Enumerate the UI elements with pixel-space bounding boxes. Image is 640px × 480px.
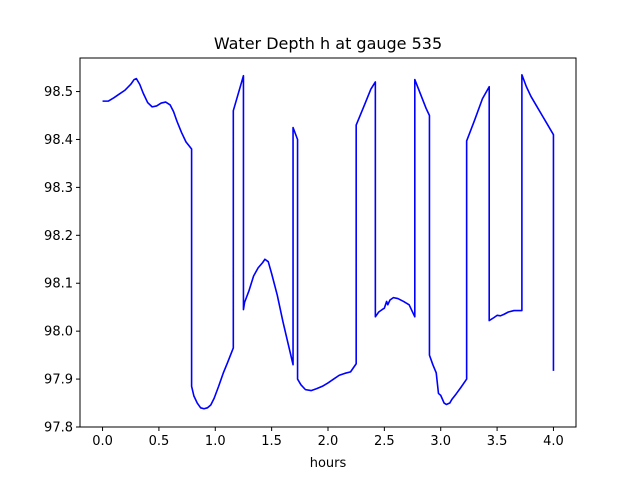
chart-title: Water Depth h at gauge 535 — [214, 34, 442, 53]
y-tick-label: 98.1 — [44, 277, 73, 292]
y-tick-label: 98.3 — [44, 181, 73, 196]
x-axis-label: hours — [310, 456, 347, 471]
x-tick-label: 0.0 — [92, 434, 113, 449]
y-axis: 97.8 97.9 98.0 98.1 98.2 98.3 98.4 98.5 — [44, 85, 80, 436]
y-tick-label: 98.5 — [44, 85, 73, 100]
x-tick-label: 1.5 — [261, 434, 282, 449]
y-tick-label: 97.9 — [44, 373, 73, 388]
x-axis: 0.0 0.5 1.0 1.5 2.0 2.5 3.0 3.5 4.0 — [92, 427, 564, 449]
x-tick-label: 4.0 — [543, 434, 564, 449]
x-tick-label: 2.0 — [318, 434, 339, 449]
x-tick-label: 3.0 — [430, 434, 451, 449]
x-tick-label: 3.5 — [487, 434, 508, 449]
y-tick-label: 97.8 — [44, 421, 73, 436]
x-tick-label: 1.0 — [205, 434, 226, 449]
y-tick-label: 98.0 — [44, 325, 73, 340]
x-tick-label: 2.5 — [374, 434, 395, 449]
x-tick-label: 0.5 — [149, 434, 170, 449]
series-line — [102, 73, 555, 410]
y-tick-label: 98.4 — [44, 133, 73, 148]
plot-area — [102, 73, 555, 410]
y-tick-label: 98.2 — [44, 229, 73, 244]
